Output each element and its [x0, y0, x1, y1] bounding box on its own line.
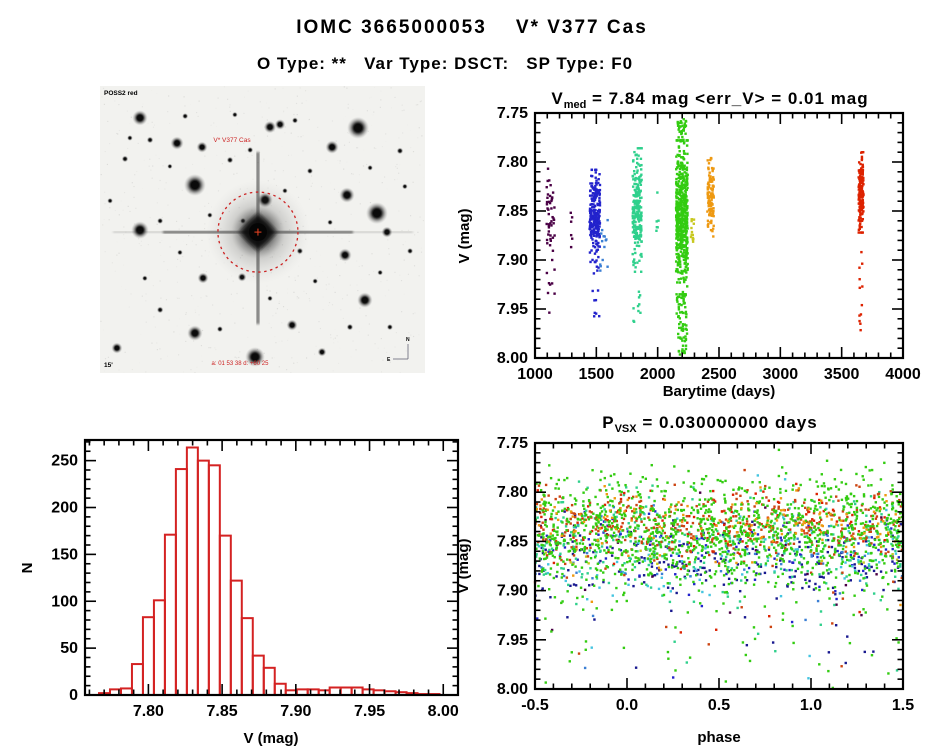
- lightcurve-title-base: V: [551, 89, 564, 108]
- x-tick-label: 1000: [517, 366, 553, 383]
- y-tick-label: 150: [51, 546, 78, 563]
- compass-icon: [393, 344, 409, 360]
- x-tick-label: 7.85: [207, 703, 238, 720]
- y-tick-label: 7.75: [497, 105, 528, 122]
- y-tick-label: 7.85: [497, 203, 528, 220]
- phase-title-sub: VSX: [614, 423, 637, 435]
- x-tick-label: 2000: [640, 366, 676, 383]
- target-crosshair: [254, 228, 262, 236]
- lightcurve-title-rest: = 7.84 mag <err_V> = 0.01 mag: [586, 89, 869, 108]
- x-tick-label: 1.0: [800, 697, 822, 714]
- histogram-axes: 7.80 7.85 7.90 7.95 8.00 0 50 100 150 200 250: [51, 438, 460, 720]
- phase-points: [533, 448, 904, 690]
- y-tick-label: 8.00: [497, 681, 528, 698]
- lightcurve-title: Vmed = 7.84 mag <err_V> = 0.01 mag: [475, 89, 944, 111]
- y-tick-label: 7.95: [497, 301, 528, 318]
- x-tick-label: 8.00: [428, 703, 459, 720]
- histogram-chart: 7.80 7.85 7.90 7.95 8.00 0 50 100 150 200 250 V (m…: [20, 438, 460, 747]
- target-label: V* V377 Cas: [213, 137, 251, 144]
- y-tick-label: 100: [51, 593, 78, 610]
- y-tick-label: 7.95: [497, 632, 528, 649]
- y-tick-label: 7.80: [497, 484, 528, 501]
- page-subtitle: O Type: ** Var Type: DSCT: SP Type: F0: [256, 54, 634, 73]
- phase-y-axis-label: V (mag): [455, 538, 472, 593]
- x-tick-label: 7.90: [280, 703, 311, 720]
- phase-title-base: P: [602, 413, 615, 432]
- histogram-x-axis-label: V (mag): [243, 730, 298, 747]
- compass-east-label: E: [387, 357, 391, 363]
- y-tick-label: 200: [51, 500, 78, 517]
- lightcurve-points: [545, 118, 865, 356]
- x-tick-label: -0.5: [521, 697, 549, 714]
- y-tick-label: 8.00: [497, 350, 528, 367]
- page-title: IOMC 3665000053 V* V377 Cas: [296, 17, 648, 38]
- lightcurve-title-sub: med: [563, 99, 587, 111]
- y-tick-label: 7.75: [497, 435, 528, 452]
- phase-title: PVSX = 0.030000000 days: [475, 413, 944, 435]
- lightcurve-x-axis-label: Barytime (days): [663, 383, 776, 400]
- x-tick-label: 7.80: [133, 703, 164, 720]
- histogram-bars: [85, 446, 458, 696]
- y-tick-label: 0: [69, 687, 78, 704]
- phase-x-axis-label: phase: [697, 729, 740, 746]
- coords-label: a: 01 53 38 d: +60 25: [212, 361, 270, 367]
- phase-axes: -0.5 0.0 0.5 1.0 1.5 7.75 7.80 7.85 7.90 7.95 8.00: [497, 435, 914, 714]
- lightcurve-axes: 1000 1500 2000 2500 3000 3500 4000 7.75 7.80 7.85…: [497, 105, 921, 383]
- phase-title-rest: = 0.030000000 days: [636, 413, 818, 432]
- survey-label: POSS2 red: [104, 90, 138, 97]
- x-tick-label: 1.5: [892, 697, 914, 714]
- y-tick-label: 7.90: [497, 252, 528, 269]
- finder-chart-image: V* V377 Cas a: 01 53 38 d: +60 25 POSS2 …: [100, 86, 425, 373]
- histogram-y-axis-label: N: [20, 563, 36, 574]
- x-tick-label: 4000: [885, 366, 921, 383]
- x-tick-label: 0.0: [616, 697, 638, 714]
- x-tick-label: 1500: [579, 366, 615, 383]
- starfield-stars: [107, 110, 414, 367]
- x-tick-label: 3000: [763, 366, 799, 383]
- x-tick-label: 7.95: [354, 703, 385, 720]
- x-tick-label: 0.5: [708, 697, 730, 714]
- scale-label: 15': [104, 362, 113, 369]
- phase-chart: -0.5 0.0 0.5 1.0 1.5 7.75 7.80 7.85 7.90 7.95 8.00…: [455, 435, 914, 746]
- y-tick-label: 50: [60, 640, 78, 657]
- y-tick-label: 250: [51, 453, 78, 470]
- x-tick-label: 2500: [701, 366, 737, 383]
- lightcurve-y-axis-label: V (mag): [456, 208, 473, 263]
- y-tick-label: 7.90: [497, 583, 528, 600]
- lightcurve-chart: 1000 1500 2000 2500 3000 3500 4000 7.75 7.80 7.85…: [456, 105, 921, 400]
- compass-north-label: N: [406, 337, 410, 343]
- y-tick-label: 7.85: [497, 533, 528, 550]
- target-annotations: V* V377 Cas a: 01 53 38 d: +60 25 POSS2 …: [104, 90, 410, 369]
- target-circle: [217, 191, 299, 273]
- y-tick-label: 7.80: [497, 154, 528, 171]
- x-tick-label: 3500: [824, 366, 860, 383]
